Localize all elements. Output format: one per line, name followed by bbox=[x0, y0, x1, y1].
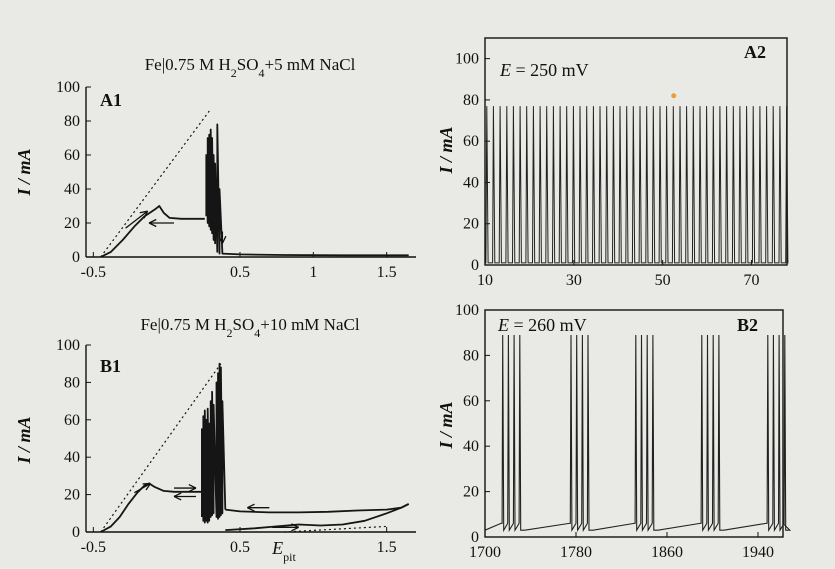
y-tick-label: 100 bbox=[56, 337, 80, 354]
sweep-arrow-head bbox=[173, 492, 182, 501]
chart-title: Fe|0.75 M H2SO4+5 mM NaCl bbox=[145, 55, 356, 80]
panel-a2: 0 20 40 60 80 100 10 30 50 70 I / mA A2 E = 250 mV bbox=[436, 37, 789, 289]
current-trace bbox=[100, 205, 205, 258]
y-tick-label: 60 bbox=[64, 147, 80, 164]
title-subscript: 2 bbox=[227, 326, 233, 340]
title-text: Fe|0.75 M H bbox=[140, 315, 226, 334]
y-tick-label: 0 bbox=[72, 249, 80, 266]
y-tick-label: 80 bbox=[463, 92, 479, 109]
x-tick-label: 1.5 bbox=[377, 539, 397, 556]
x-tick-label: 10 bbox=[477, 272, 493, 289]
potential-value: = 250 mV bbox=[511, 60, 589, 80]
y-tick-label: 20 bbox=[463, 484, 479, 501]
x-tick-label: 50 bbox=[655, 272, 671, 289]
potential-symbol: E bbox=[497, 315, 509, 335]
y-tick-label: 20 bbox=[463, 216, 479, 233]
x-tick-label: 70 bbox=[743, 272, 759, 289]
x-tick-label: 1940 bbox=[742, 544, 774, 561]
potential-symbol: E bbox=[499, 60, 511, 80]
y-tick-label: 40 bbox=[64, 181, 80, 198]
current-trace bbox=[201, 362, 227, 524]
x-tick-label: -0.5 bbox=[81, 264, 106, 281]
dotted-reference-line bbox=[283, 525, 387, 533]
panel-label: B2 bbox=[737, 315, 758, 335]
current-trace bbox=[100, 482, 202, 533]
title-text: +5 mM NaCl bbox=[264, 55, 355, 74]
x-tick-label: 1860 bbox=[651, 544, 683, 561]
sweep-arrow-shaft bbox=[134, 482, 151, 494]
x-tick-label: 0.5 bbox=[230, 264, 250, 281]
epit-symbol: E bbox=[271, 538, 283, 558]
bursting-trace bbox=[484, 334, 792, 533]
current-trace bbox=[225, 503, 410, 514]
y-tick-label: 60 bbox=[463, 393, 479, 410]
y-tick-label: 0 bbox=[471, 529, 479, 546]
panel-b2: 0 20 40 60 80 100 1700 1780 1860 1940 I / mA B2 E = … bbox=[436, 302, 792, 561]
y-axis-label: I / mA bbox=[436, 401, 456, 449]
y-tick-label: 0 bbox=[72, 524, 80, 541]
plot-frame bbox=[484, 309, 784, 538]
current-trace bbox=[225, 503, 410, 531]
x-tick-label: -0.5 bbox=[81, 539, 106, 556]
title-text: SO bbox=[233, 315, 255, 334]
x-tick-label: 0.5 bbox=[230, 539, 250, 556]
sweep-arrow-head bbox=[148, 218, 157, 228]
x-tick-label: 1.5 bbox=[377, 264, 397, 281]
potential-value: = 260 mV bbox=[509, 315, 587, 335]
sweep-arrow-head bbox=[218, 235, 227, 244]
y-tick-label: 40 bbox=[463, 438, 479, 455]
title-text: +10 mM NaCl bbox=[260, 315, 360, 334]
title-subscript: 2 bbox=[231, 66, 237, 80]
y-tick-label: 100 bbox=[455, 51, 479, 68]
y-tick-label: 60 bbox=[463, 133, 479, 150]
marker-dot bbox=[671, 93, 677, 99]
sweep-arrow-head bbox=[142, 482, 152, 491]
panel-b1: 0 20 40 60 80 100 -0.5 0.5 1.5 I / mA B1 Fe|0.75 M … bbox=[14, 315, 416, 564]
potential-annotation: E = 250 mV bbox=[499, 60, 589, 80]
title-text: Fe|0.75 M H bbox=[145, 55, 231, 74]
y-tick-label: 80 bbox=[64, 113, 80, 130]
y-tick-label: 40 bbox=[64, 449, 80, 466]
panel-label: A2 bbox=[744, 42, 766, 62]
y-tick-label: 20 bbox=[64, 215, 80, 232]
sweep-arrow-head bbox=[188, 483, 197, 493]
title-subscript: 4 bbox=[254, 326, 260, 340]
panel-a1: 0 20 40 60 80 100 -0.5 0.5 1 1.5 I / mA A1 Fe|0.75 M… bbox=[14, 55, 416, 281]
epit-label: Epit bbox=[271, 538, 296, 564]
sweep-arrow-head bbox=[139, 210, 149, 219]
oscillation-trace bbox=[485, 106, 789, 264]
y-tick-label: 80 bbox=[64, 374, 80, 391]
y-tick-label: 0 bbox=[471, 257, 479, 274]
x-tick-label: 1780 bbox=[560, 544, 592, 561]
potential-annotation: E = 260 mV bbox=[497, 315, 587, 335]
x-tick-label: 1 bbox=[309, 264, 317, 281]
title-text: SO bbox=[237, 55, 259, 74]
sweep-arrow-head bbox=[291, 523, 299, 532]
current-trace bbox=[205, 123, 409, 257]
y-tick-label: 80 bbox=[463, 347, 479, 364]
title-subscript: 4 bbox=[258, 66, 264, 80]
epit-subscript: pit bbox=[283, 550, 296, 564]
y-axis-label: I / mA bbox=[436, 126, 456, 174]
y-tick-label: 40 bbox=[463, 174, 479, 191]
y-tick-label: 60 bbox=[64, 412, 80, 429]
y-axis-label: I / mA bbox=[14, 416, 34, 464]
sweep-arrow-head bbox=[247, 503, 255, 512]
y-axis-label: I / mA bbox=[14, 148, 34, 196]
y-tick-label: 100 bbox=[56, 79, 80, 96]
sweep-arrow-shaft bbox=[125, 210, 148, 229]
panel-label: B1 bbox=[100, 356, 121, 376]
chart-title: Fe|0.75 M H2SO4+10 mM NaCl bbox=[140, 315, 359, 340]
y-tick-label: 100 bbox=[455, 302, 479, 319]
panel-label: A1 bbox=[100, 90, 122, 110]
x-tick-label: 1700 bbox=[469, 544, 501, 561]
dotted-reference-line bbox=[100, 108, 212, 258]
y-tick-label: 20 bbox=[64, 487, 80, 504]
x-tick-label: 30 bbox=[566, 272, 582, 289]
